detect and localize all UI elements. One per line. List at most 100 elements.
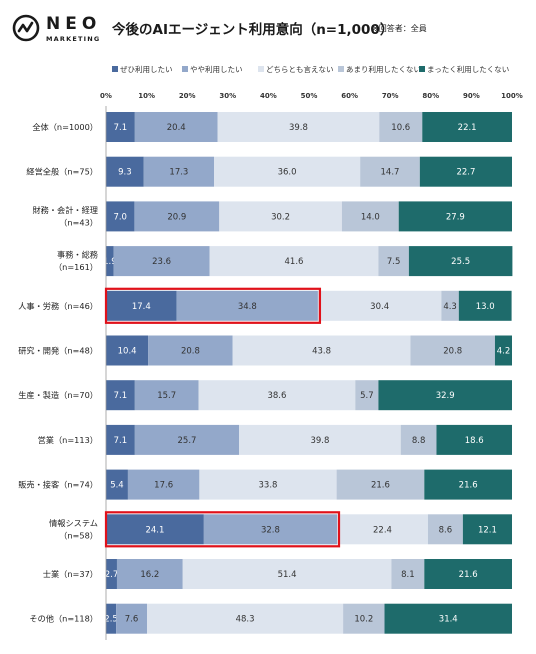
data-label: 7.0: [113, 212, 127, 222]
category-label: （n=161）: [54, 262, 98, 272]
data-label: 12.1: [478, 525, 497, 535]
neo-logo-icon: [12, 14, 40, 42]
data-label: 22.1: [458, 123, 477, 133]
bar-segment: [384, 603, 512, 634]
category-label: （n=43）: [59, 217, 98, 227]
legend-swatch: [419, 66, 425, 72]
data-label: 9.3: [118, 168, 132, 178]
logo: NEO MARKETING: [12, 12, 102, 48]
bar-segment: [336, 469, 425, 500]
bar-segment: [209, 246, 379, 277]
data-label: 7.1: [114, 391, 128, 401]
bar-segment: [116, 603, 148, 634]
data-label: 7.1: [114, 123, 128, 133]
data-label: 43.8: [312, 347, 331, 357]
data-label: 38.6: [267, 391, 286, 401]
legend-swatch: [258, 66, 264, 72]
bar-segment: [398, 201, 512, 232]
data-label: 21.6: [371, 481, 390, 491]
bar-segment: [106, 559, 117, 589]
bar-segment: [182, 559, 392, 589]
bar-segment: [379, 112, 423, 142]
category-label: 生産・製造（n=70）: [18, 390, 98, 400]
x-tick-label: 10%: [138, 92, 155, 100]
bar-segment: [134, 112, 218, 142]
bar-segment: [106, 156, 144, 187]
bar-segment: [106, 603, 117, 634]
data-label: 30.2: [271, 212, 290, 222]
category-label: 営業（n=113）: [38, 435, 98, 445]
data-label: 20.9: [167, 212, 186, 222]
legend-label: ぜひ利用したい: [120, 65, 173, 74]
data-label: 20.4: [167, 123, 186, 133]
bar-segment: [317, 290, 442, 321]
bar-segment: [360, 156, 420, 187]
bar-segment: [217, 112, 380, 142]
legend-item: まったく利用したくない: [419, 64, 509, 75]
data-label: 7.6: [125, 615, 139, 625]
data-label: 10.4: [118, 347, 137, 357]
data-label: 2.7: [105, 570, 119, 580]
legend-label: あまり利用したくない: [346, 65, 421, 74]
category-label: 財務・会計・経理: [32, 205, 98, 215]
category-label: 経営全般（n=75）: [26, 167, 98, 177]
data-label: 30.4: [370, 302, 389, 312]
data-label: 1.9: [103, 257, 117, 267]
x-tick-label: 70%: [382, 92, 399, 100]
legend-swatch: [338, 66, 344, 72]
bar-segment: [458, 290, 512, 321]
data-label: 20.8: [443, 347, 462, 357]
data-label: 5.4: [110, 481, 124, 491]
data-label: 27.9: [446, 212, 465, 222]
data-label: 4.3: [443, 302, 457, 312]
data-label: 10.6: [391, 123, 410, 133]
legend-item: どちらとも言えない: [258, 64, 334, 75]
data-label: 15.7: [157, 391, 176, 401]
bar-segment: [441, 290, 459, 321]
bar-segment: [424, 559, 512, 589]
bar-segment: [436, 424, 512, 455]
data-label: 20.8: [181, 347, 200, 357]
data-label: 10.2: [354, 615, 373, 625]
data-label: 36.0: [278, 168, 297, 178]
data-label: 7.1: [114, 436, 128, 446]
x-tick-label: 80%: [422, 92, 439, 100]
bar-segment: [127, 469, 200, 500]
page-title: 今後のAIエージェント利用意向（n=1,000）: [112, 22, 394, 38]
bar-segment: [422, 112, 512, 142]
category-label: （n=58）: [59, 530, 98, 540]
bar-segment: [199, 469, 337, 500]
bar-segment: [378, 380, 512, 411]
data-label: 17.4: [132, 302, 151, 312]
bar-segment: [134, 201, 220, 232]
x-tick-label: 30%: [219, 92, 236, 100]
bar-segment: [462, 514, 512, 545]
category-label: 研究・開発（n=48）: [18, 346, 98, 356]
chart-legend: ぜひ利用したい やや利用したい どちらとも言えない あまり利用したくない まったく利用し…: [112, 64, 532, 78]
bar-segment: [410, 335, 495, 366]
legend-swatch: [112, 66, 118, 72]
data-label: 13.0: [476, 302, 495, 312]
legend-label: どちらとも言えない: [266, 65, 334, 74]
category-label: 販売・接客（n=74）: [18, 480, 98, 490]
bar-segment: [408, 246, 513, 277]
data-label: 48.3: [236, 615, 255, 625]
data-label: 8.1: [401, 570, 415, 580]
bar-segment: [106, 201, 135, 232]
data-label: 32.9: [436, 391, 455, 401]
category-label: その他（n=118）: [29, 614, 98, 624]
data-label: 14.0: [361, 212, 380, 222]
bar-segment: [106, 335, 149, 366]
category-label: 士業（n=37）: [43, 569, 98, 579]
bar-segment: [219, 201, 342, 232]
data-label: 25.5: [451, 257, 470, 267]
data-label: 4.2: [497, 347, 511, 357]
data-label: 22.7: [456, 168, 475, 178]
legend-item: あまり利用したくない: [338, 64, 421, 75]
highlight-box: [104, 287, 322, 324]
data-label: 33.8: [259, 481, 278, 491]
data-label: 24.1: [145, 525, 164, 535]
legend-item: ぜひ利用したい: [112, 64, 173, 75]
bar-segment: [239, 424, 401, 455]
